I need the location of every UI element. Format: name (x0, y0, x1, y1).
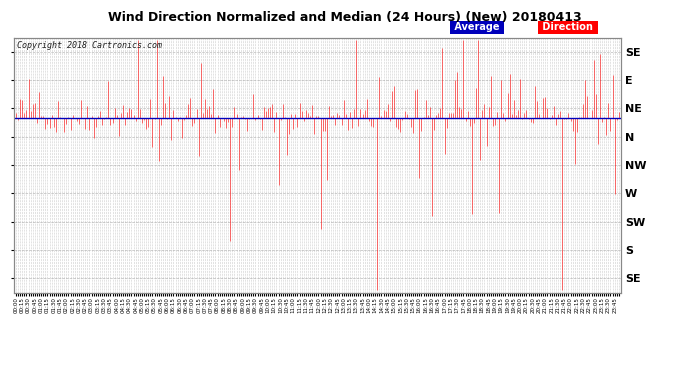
Text: Direction: Direction (539, 22, 596, 32)
Text: Average: Average (451, 22, 503, 32)
Text: Copyright 2018 Cartronics.com: Copyright 2018 Cartronics.com (17, 41, 162, 50)
Text: Wind Direction Normalized and Median (24 Hours) (New) 20180413: Wind Direction Normalized and Median (24… (108, 11, 582, 24)
